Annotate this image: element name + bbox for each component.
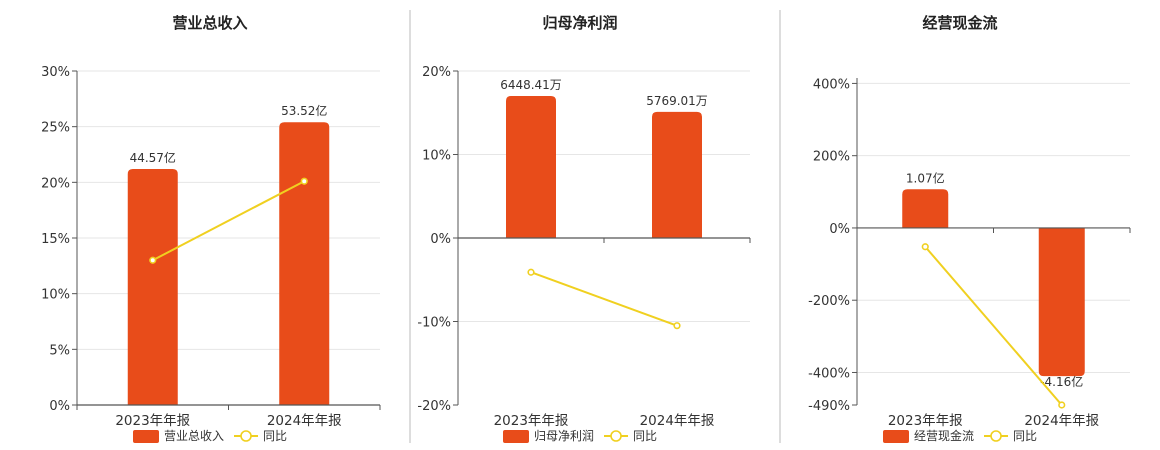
- bar-data-label: -4.16亿: [1040, 374, 1083, 389]
- legend-bar-swatch: [883, 430, 909, 443]
- yoy-point: [921, 243, 929, 251]
- yoy-point: [300, 177, 308, 185]
- legend-line-marker: [240, 430, 252, 442]
- yoy-point: [149, 256, 157, 264]
- y-tick-label: -400%: [808, 366, 850, 381]
- chart-title: 归母净利润: [542, 14, 617, 32]
- legend-bar-swatch: [503, 430, 529, 443]
- yoy-point: [527, 268, 535, 276]
- bar: [279, 122, 330, 406]
- chart-2: 归母净利润 -20% -10% 0% 10% 20% 6448.41万 5769.01万 202…: [417, 14, 751, 443]
- legend-line-label: 同比: [1013, 429, 1037, 443]
- y-tick-label: 20%: [422, 65, 451, 80]
- y-tick-label: 10%: [41, 288, 70, 303]
- bar-data-label: 6448.41万: [500, 78, 562, 92]
- legend-bar-swatch: [133, 430, 159, 443]
- y-tick-label: -490%: [808, 399, 850, 414]
- bar-data-label: 53.52亿: [281, 103, 327, 118]
- y-tick-label: 0%: [829, 222, 850, 237]
- y-tick-label: 200%: [813, 150, 850, 165]
- chart-3: 经营现金流 -490% -400% -200% 0% 200% 400% 1.07亿 -4.16…: [808, 14, 1131, 443]
- x-category-label: 2023年年报: [494, 413, 569, 429]
- y-tick-label: 0%: [430, 232, 451, 247]
- y-tick-label: 25%: [41, 121, 70, 136]
- bar: [652, 111, 702, 238]
- yoy-point: [673, 322, 681, 330]
- y-tick-label: 5%: [49, 343, 70, 358]
- legend-bar-label: 归母净利润: [534, 429, 594, 443]
- chart-title: 营业总收入: [172, 14, 247, 32]
- x-category-label: 2024年年报: [640, 413, 715, 429]
- y-tick-label: 15%: [41, 232, 70, 247]
- bar-data-label: 5769.01万: [646, 94, 708, 108]
- yoy-line: [152, 180, 305, 262]
- yoy-point: [1058, 401, 1066, 409]
- y-tick-label: 400%: [813, 77, 850, 92]
- y-tick-label: 0%: [49, 399, 70, 414]
- bar: [506, 96, 556, 238]
- legend-line-marker: [610, 430, 622, 442]
- legend-line-label: 同比: [633, 429, 657, 443]
- chart-1: 营业总收入 0% 5% 10% 15% 20% 25% 30% 44.57亿 53.52亿 2023…: [41, 14, 381, 443]
- y-tick-label: 10%: [422, 149, 451, 164]
- x-category-label: 2023年年报: [888, 413, 963, 429]
- yoy-line: [924, 246, 1063, 406]
- y-tick-label: -20%: [417, 399, 451, 414]
- chart-title: 经营现金流: [922, 14, 997, 32]
- bar-data-label: 44.57亿: [130, 150, 176, 165]
- yoy-line: [530, 271, 678, 327]
- bar-data-label: 1.07亿: [906, 170, 945, 185]
- x-category-label: 2024年年报: [267, 413, 342, 429]
- bar: [1038, 227, 1085, 377]
- legend-line-marker: [990, 430, 1002, 442]
- legend-bar-label: 营业总收入: [164, 429, 224, 443]
- legend-line-label: 同比: [263, 429, 287, 443]
- legend-bar-label: 经营现金流: [914, 428, 974, 443]
- bar: [127, 168, 178, 405]
- y-tick-label: 30%: [41, 65, 70, 80]
- bar: [902, 189, 949, 228]
- y-tick-label: 20%: [41, 176, 70, 191]
- x-category-label: 2023年年报: [115, 413, 190, 429]
- y-tick-label: -10%: [417, 316, 451, 331]
- x-category-label: 2024年年报: [1024, 413, 1099, 429]
- y-tick-label: -200%: [808, 294, 850, 309]
